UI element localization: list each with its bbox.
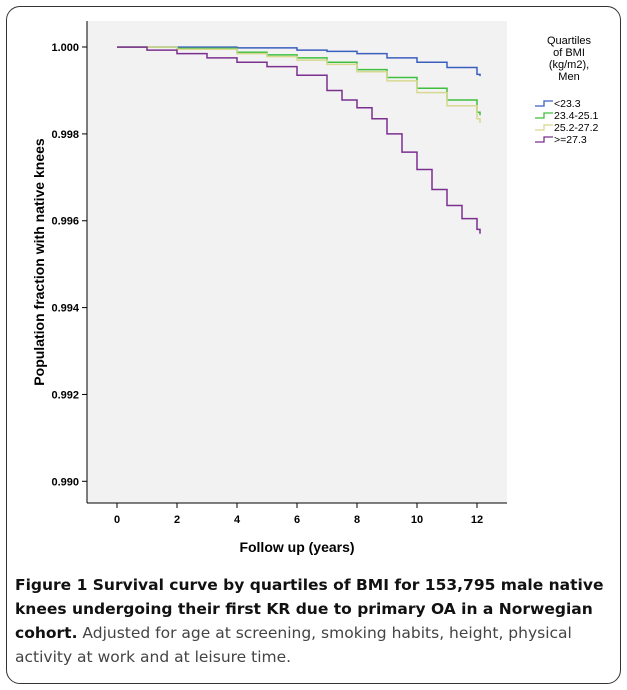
caption-text: Adjusted for age at screening, smoking h…: [15, 624, 572, 666]
legend-title-line: of BMI: [553, 47, 585, 59]
series-line: [117, 46, 481, 234]
legend-swatch: [535, 100, 553, 107]
y-tick-label: 0.996: [51, 216, 79, 228]
figure-frame: 0 2 4 6 8 10 12 0.990 0.992 0.994 0.996 0.998 1.000…: [6, 6, 621, 684]
x-tick-label: 0: [114, 514, 120, 526]
x-ticks: 0 2 4 6 8 10 12: [114, 503, 483, 526]
y-axis-label: Population fraction with native knees: [31, 138, 47, 386]
survival-chart: 0 2 4 6 8 10 12 0.990 0.992 0.994 0.996 0.998 1.000…: [31, 21, 599, 555]
legend-label: <23.3: [554, 98, 581, 110]
legend-title-line: (kg/m2),: [549, 59, 589, 71]
series-lines: [117, 46, 481, 234]
legend-swatch: [535, 124, 553, 131]
legend-label: >=27.3: [554, 134, 587, 146]
x-tick-label: 2: [174, 514, 180, 526]
plot-area: [87, 21, 507, 503]
series-line: [117, 46, 481, 77]
y-tick-label: 0.992: [51, 389, 79, 401]
x-tick-label: 4: [234, 514, 241, 526]
legend-swatch: [535, 136, 553, 143]
series-line: [117, 46, 481, 123]
legend-swatch: [535, 112, 553, 119]
y-tick-label: 0.990: [51, 476, 79, 488]
caption-title: Figure 1 Survival curve by quartiles of …: [15, 576, 604, 642]
x-axis-label: Follow up (years): [239, 539, 354, 555]
y-ticks: 0.990 0.992 0.994 0.996 0.998 1.000: [51, 42, 87, 488]
x-tick-label: 12: [471, 514, 483, 526]
y-tick-label: 1.000: [51, 42, 79, 54]
x-tick-label: 8: [354, 514, 360, 526]
legend-label: 25.2-27.2: [554, 122, 599, 134]
legend-title-line: Men: [558, 71, 579, 83]
legend-label: 23.4-25.1: [554, 110, 599, 122]
x-tick-label: 6: [294, 514, 300, 526]
y-tick-label: 0.998: [51, 129, 79, 141]
figure-caption: Figure 1 Survival curve by quartiles of …: [15, 573, 615, 669]
x-tick-label: 10: [411, 514, 423, 526]
legend-title-line: Quartiles: [547, 35, 592, 47]
y-tick-label: 0.994: [51, 303, 79, 315]
chart-container: 0 2 4 6 8 10 12 0.990 0.992 0.994 0.996 0.998 1.000…: [7, 7, 620, 572]
